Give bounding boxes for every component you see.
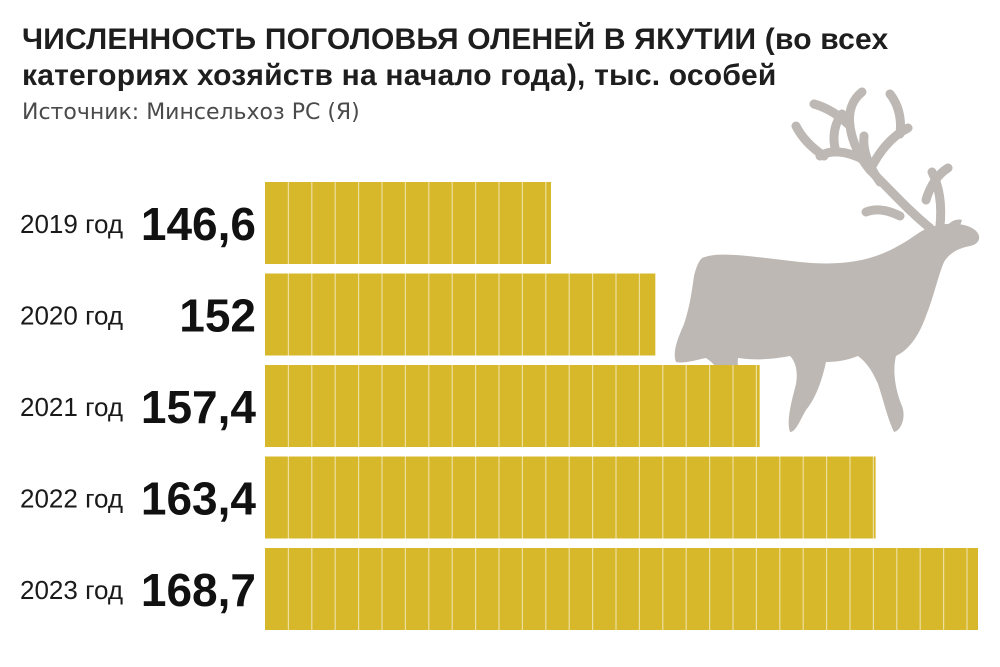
chart-source: Источник: Минсельхоз РС (Я): [22, 100, 360, 125]
category-label: 2023 год: [20, 575, 123, 605]
data-label: 146,6: [141, 198, 256, 250]
bar-3: [265, 365, 760, 447]
data-label: 152: [179, 290, 256, 342]
data-label: 163,4: [141, 473, 257, 525]
category-label: 2021 год: [20, 392, 123, 422]
category-label: 2022 год: [20, 484, 123, 514]
chart-title: ЧИСЛЕННОСТЬ ПОГОЛОВЬЯ ОЛЕНЕЙ В ЯКУТИИ (в…: [22, 23, 889, 92]
bar-1: [265, 182, 551, 264]
bar-2: [265, 273, 656, 356]
data-label: 168,7: [141, 564, 256, 616]
bar-4: [265, 456, 876, 539]
reindeer-icon: [674, 87, 980, 432]
data-label: 157,4: [141, 381, 257, 433]
category-label: 2020 год: [20, 301, 123, 331]
category-label: 2019 год: [20, 209, 123, 239]
bar-5: [265, 548, 978, 630]
